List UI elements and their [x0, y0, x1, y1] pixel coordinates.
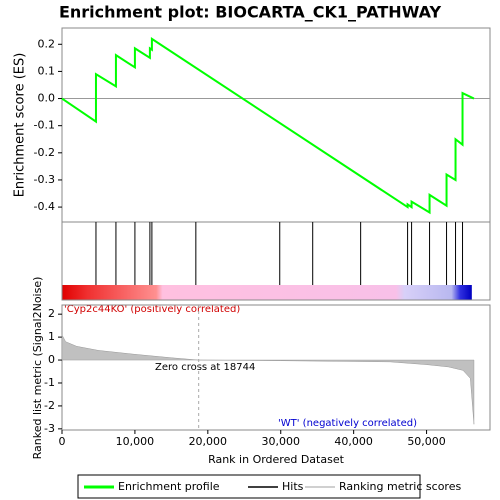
y-axis-label: Ranked list metric (Signal2Noise) — [31, 277, 44, 460]
y-tick-label: -0.1 — [34, 119, 55, 132]
positive-label: 'Cyp2c44KO' (positively correlated) — [64, 304, 240, 315]
rank-color-band — [62, 285, 490, 300]
y-tick-label: -0.3 — [34, 173, 55, 186]
plot-frame — [61, 27, 491, 223]
plot-frame — [61, 304, 491, 431]
x-tick-label: 40,000 — [334, 435, 373, 448]
zero-cross-label: Zero cross at 18744 — [155, 362, 255, 373]
y-tick-label: 0 — [48, 353, 55, 366]
metric-area — [61, 334, 475, 425]
x-tick-label: 50,000 — [407, 435, 446, 448]
legend-label: Enrichment profile — [118, 480, 220, 493]
legend-label: Hits — [282, 480, 304, 493]
x-axis-label: Rank in Ordered Dataset — [208, 453, 345, 466]
x-tick-label: 0 — [59, 435, 66, 448]
y-tick-label: 2 — [48, 307, 55, 320]
legend-label: Ranking metric scores — [339, 480, 461, 493]
y-tick-label: -1 — [44, 376, 55, 389]
plot-frame — [61, 221, 491, 301]
y-tick-label: 0.1 — [38, 64, 56, 77]
x-tick-label: 20,000 — [189, 435, 228, 448]
y-tick-label: 0.0 — [38, 92, 56, 105]
y-tick-label: -0.4 — [34, 200, 55, 213]
y-axis-label: Enrichment score (ES) — [13, 53, 28, 198]
x-tick-label: 10,000 — [116, 435, 155, 448]
y-tick-label: -3 — [44, 422, 55, 435]
enrichment-line — [61, 36, 475, 215]
y-tick-label: 0.2 — [38, 37, 56, 50]
y-tick-label: -0.2 — [34, 146, 55, 159]
x-tick-label: 30,000 — [261, 435, 300, 448]
chart-title: Enrichment plot: BIOCARTA_CK1_PATHWAY — [59, 3, 442, 22]
negative-label: 'WT' (negatively correlated) — [278, 418, 417, 429]
y-tick-label: 1 — [48, 330, 55, 343]
y-tick-label: -2 — [44, 399, 55, 412]
